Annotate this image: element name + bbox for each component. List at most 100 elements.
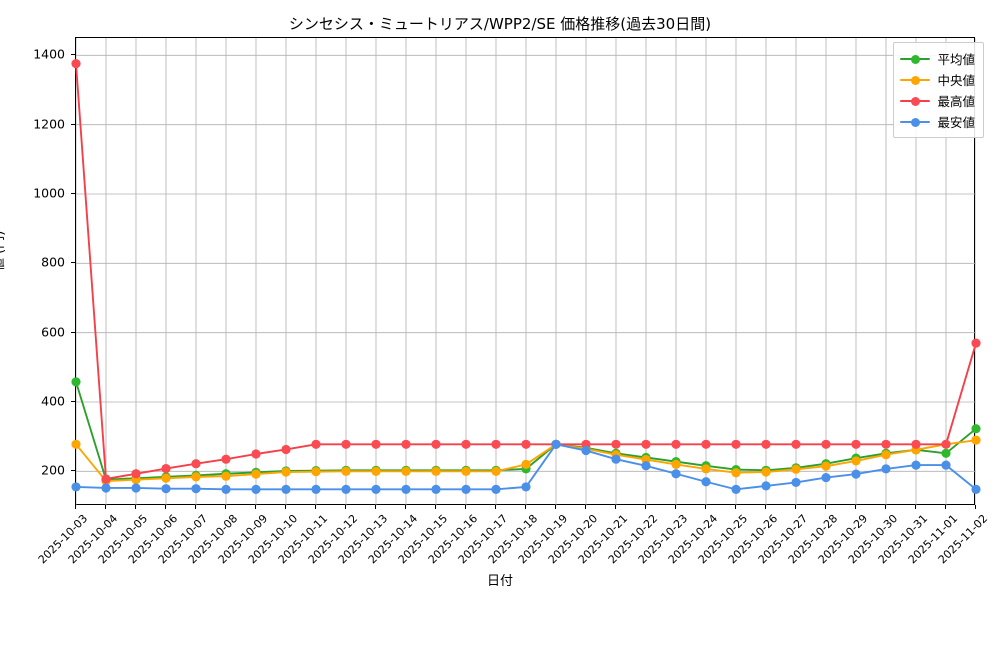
x-axis-tick [225, 505, 226, 509]
data-point [731, 484, 741, 494]
x-axis-tick [375, 505, 376, 509]
data-point [581, 445, 591, 456]
legend-item[interactable]: 最安値 [900, 111, 975, 132]
legend-item[interactable]: 最高値 [900, 90, 975, 111]
data-point [71, 439, 81, 449]
data-point [491, 439, 501, 449]
data-point [971, 435, 981, 445]
y-axis-tick-label: 800 [41, 254, 65, 270]
x-axis-tick [285, 505, 286, 509]
x-axis-tick [195, 505, 196, 509]
legend-item[interactable]: 中央値 [900, 69, 975, 90]
y-axis-tick-label: 600 [41, 324, 65, 340]
x-axis-tick [585, 505, 586, 509]
legend-label: 中央値 [937, 73, 975, 88]
data-point [941, 448, 951, 458]
x-axis-tick [975, 505, 976, 509]
data-point [821, 439, 831, 449]
x-axis-tick [255, 505, 256, 509]
data-point [71, 482, 81, 492]
data-point [281, 444, 291, 455]
data-point [341, 466, 351, 476]
data-series-layer [71, 59, 981, 494]
data-point [131, 483, 141, 493]
data-point [491, 484, 501, 494]
data-point [611, 439, 621, 449]
data-point [161, 463, 171, 474]
x-axis-tick [645, 505, 646, 509]
data-point [671, 459, 681, 469]
legend-marker-icon [900, 74, 931, 86]
x-axis-tick [315, 505, 316, 509]
data-point [311, 484, 321, 494]
x-axis-tick [495, 505, 496, 509]
data-point [971, 338, 981, 348]
data-point [401, 484, 411, 494]
data-point [701, 464, 711, 474]
data-point [761, 467, 771, 477]
y-axis-tick [71, 123, 75, 125]
x-axis-tick [465, 505, 466, 509]
x-axis-tick [135, 505, 136, 509]
data-point [791, 464, 801, 474]
data-point [611, 454, 621, 464]
data-point [371, 466, 381, 476]
data-point [371, 439, 381, 449]
data-point [101, 483, 111, 493]
data-point [851, 469, 861, 479]
data-point [701, 477, 711, 487]
data-point [221, 471, 231, 481]
data-point [461, 484, 471, 494]
x-axis-tick [795, 505, 796, 509]
y-axis-tick [71, 401, 75, 402]
data-point [311, 439, 321, 449]
data-point [641, 439, 651, 449]
data-point [191, 459, 201, 469]
data-point [71, 377, 81, 387]
data-point [281, 484, 291, 494]
data-point [431, 439, 441, 449]
data-point [401, 439, 411, 449]
x-axis-tick [945, 505, 946, 509]
data-point [851, 439, 861, 449]
data-point [551, 439, 561, 449]
data-point [191, 472, 201, 482]
data-point [251, 484, 261, 494]
data-point [101, 474, 111, 484]
data-point [881, 439, 891, 449]
data-point [821, 472, 831, 483]
data-point [161, 473, 171, 483]
x-axis-label: 日付 [486, 574, 513, 589]
data-point [701, 439, 711, 449]
data-point [791, 477, 801, 488]
y-axis-tick-label: 1400 [33, 46, 65, 62]
legend-label: 平均値 [937, 52, 975, 67]
data-point [881, 450, 891, 460]
plot-area [71, 37, 981, 506]
data-point [521, 439, 531, 449]
legend-label: 最高値 [937, 94, 975, 109]
legend-marker-icon [900, 53, 931, 65]
x-axis-tick [615, 505, 616, 509]
data-point [971, 424, 981, 434]
data-point [131, 469, 141, 479]
y-axis-tick-label: 1000 [33, 185, 65, 201]
data-point [341, 484, 351, 494]
data-point [881, 464, 891, 474]
legend-label: 最安値 [937, 115, 975, 130]
data-point [401, 466, 411, 476]
data-point [821, 461, 831, 471]
data-point [431, 466, 441, 476]
y-axis-tick [71, 54, 75, 56]
legend-marker-icon [900, 116, 931, 128]
legend-item[interactable]: 平均値 [900, 48, 975, 69]
y-axis-tick [71, 193, 75, 194]
x-axis-tick [885, 505, 886, 509]
x-axis-tick [765, 505, 766, 509]
x-axis-tick [105, 505, 106, 509]
data-point [911, 460, 921, 470]
data-point [161, 484, 171, 494]
data-point [731, 468, 741, 478]
data-point [791, 439, 801, 449]
legend-marker-icon [900, 95, 931, 107]
